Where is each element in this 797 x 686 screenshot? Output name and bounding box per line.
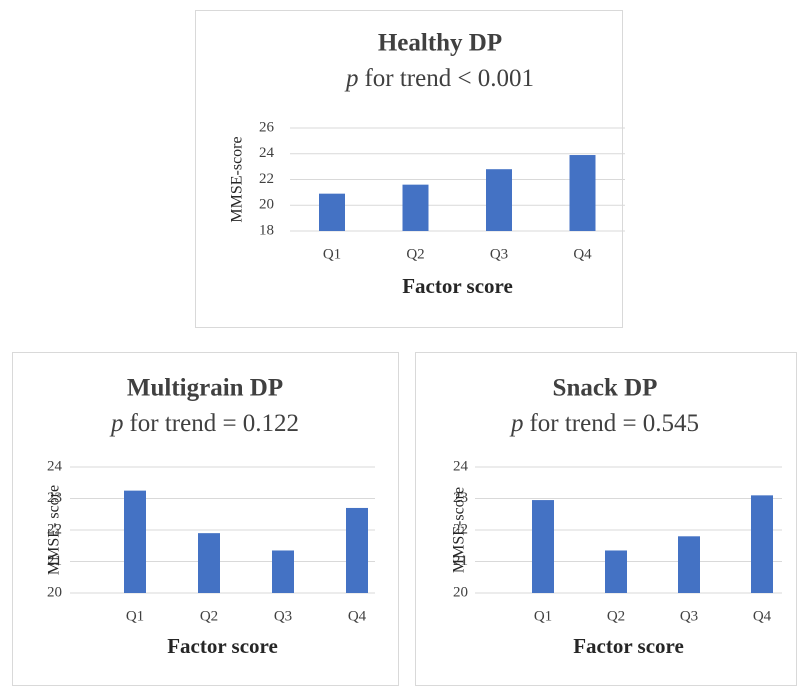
y-tick-label: 20 <box>453 584 468 600</box>
chart-title: Healthy DP <box>378 30 502 57</box>
x-tick-label: Q4 <box>753 608 772 624</box>
y-tick-label: 24 <box>259 145 275 161</box>
y-tick-label: 21 <box>453 553 468 569</box>
y-tick-label: 24 <box>453 458 469 474</box>
bar <box>486 169 512 231</box>
subtitle-text: for trend < 0.001 <box>364 65 534 92</box>
x-tick-label: Q2 <box>406 246 424 262</box>
y-axis-title: MMSE- score <box>46 485 63 575</box>
chart-frame <box>195 10 623 328</box>
y-tick-label: 22 <box>47 521 62 537</box>
y-tick-label: 24 <box>47 458 63 474</box>
x-tick-label: Q3 <box>680 608 698 624</box>
subtitle-text: for trend = 0.122 <box>129 410 299 437</box>
x-tick-label: Q3 <box>490 246 508 262</box>
y-tick-label: 23 <box>47 490 62 506</box>
x-axis-title: Factor score <box>167 634 278 658</box>
subtitle-italic: p <box>344 65 359 92</box>
bar <box>678 536 700 593</box>
x-tick-label: Q4 <box>573 246 592 262</box>
bar <box>346 507 368 593</box>
subtitle-italic: p <box>509 410 524 437</box>
y-axis-title: MMSE-score <box>451 487 468 573</box>
y-tick-label: 23 <box>453 490 468 506</box>
y-tick-label: 20 <box>47 584 62 600</box>
x-tick-label: Q3 <box>274 608 292 624</box>
chart-frame <box>415 352 797 686</box>
chart-subtitle: p for trend < 0.001 <box>344 65 534 92</box>
chart-frame <box>12 352 399 686</box>
bar <box>124 490 146 593</box>
bar <box>532 500 554 593</box>
y-tick-label: 21 <box>47 553 62 569</box>
y-tick-label: 26 <box>259 119 275 135</box>
bar <box>605 550 627 593</box>
subtitle-italic: p <box>109 410 124 437</box>
bar <box>198 533 220 593</box>
chart-title: Snack DP <box>553 375 658 402</box>
y-axis-title: MMSE-score <box>229 136 246 222</box>
x-tick-label: Q2 <box>607 608 625 624</box>
y-tick-label: 22 <box>259 171 274 187</box>
chart-title: Multigrain DP <box>127 375 283 402</box>
x-axis-title: Factor score <box>402 274 513 298</box>
y-tick-label: 20 <box>259 197 274 213</box>
bar <box>319 193 345 231</box>
bar <box>272 550 294 593</box>
y-tick-label: 22 <box>453 521 468 537</box>
x-tick-label: Q4 <box>348 608 367 624</box>
bar <box>402 184 429 231</box>
subtitle-text: for trend = 0.545 <box>529 410 699 437</box>
bar <box>751 495 773 593</box>
x-tick-label: Q1 <box>323 246 341 262</box>
x-tick-label: Q1 <box>534 608 552 624</box>
y-tick-label: 18 <box>259 222 274 238</box>
x-tick-label: Q1 <box>126 608 144 624</box>
chart-subtitle: p for trend = 0.122 <box>109 410 299 437</box>
chart-subtitle: p for trend = 0.545 <box>509 410 699 437</box>
bar <box>569 155 596 231</box>
x-tick-label: Q2 <box>200 608 218 624</box>
x-axis-title: Factor score <box>573 634 684 658</box>
